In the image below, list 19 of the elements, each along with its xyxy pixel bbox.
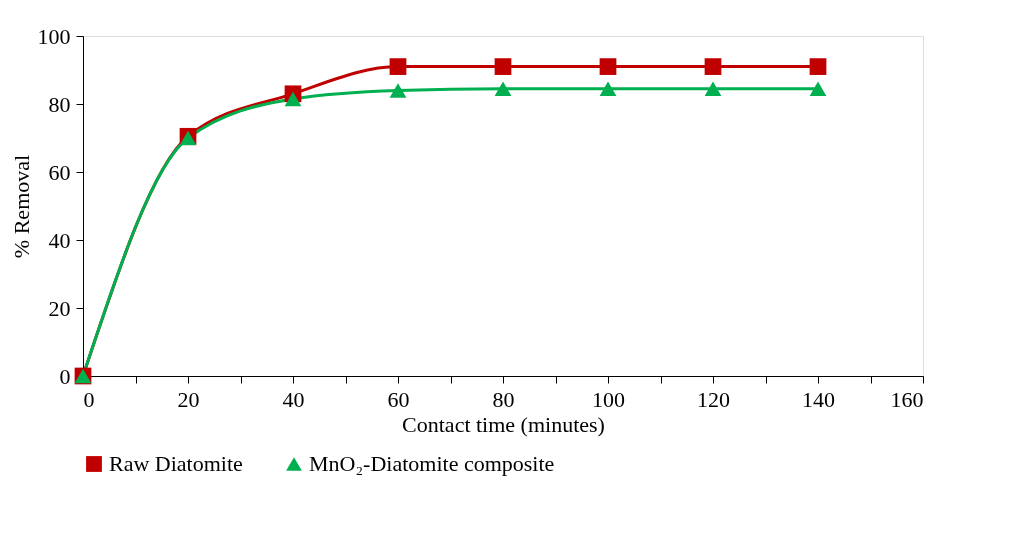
legend-label: MnO₂-Diatomite composite <box>309 451 555 476</box>
y-tick-label: 0 <box>59 363 71 389</box>
legend-label: Raw Diatomite <box>109 451 243 476</box>
x-tick-label: 60 <box>387 386 410 412</box>
y-tick-label: 20 <box>48 295 71 321</box>
x-tick-label: 80 <box>492 386 515 412</box>
x-tick-label: 140 <box>802 386 835 412</box>
x-axis-title: Contact time (minutes) <box>402 411 605 437</box>
x-tick-label: 40 <box>282 386 305 412</box>
y-tick-label: 40 <box>48 227 71 253</box>
y-axis-title: % Removal <box>8 154 34 259</box>
y-tick-label: 60 <box>48 159 71 185</box>
y-tick-label: 100 <box>37 23 71 49</box>
x-tick-label: 20 <box>177 386 200 412</box>
y-tick-label: 80 <box>48 91 71 117</box>
x-tick-label: 0 <box>83 386 95 412</box>
x-tick-label: 160 <box>890 386 924 412</box>
x-tick-label: 100 <box>592 386 625 412</box>
x-tick-label: 120 <box>697 386 730 412</box>
